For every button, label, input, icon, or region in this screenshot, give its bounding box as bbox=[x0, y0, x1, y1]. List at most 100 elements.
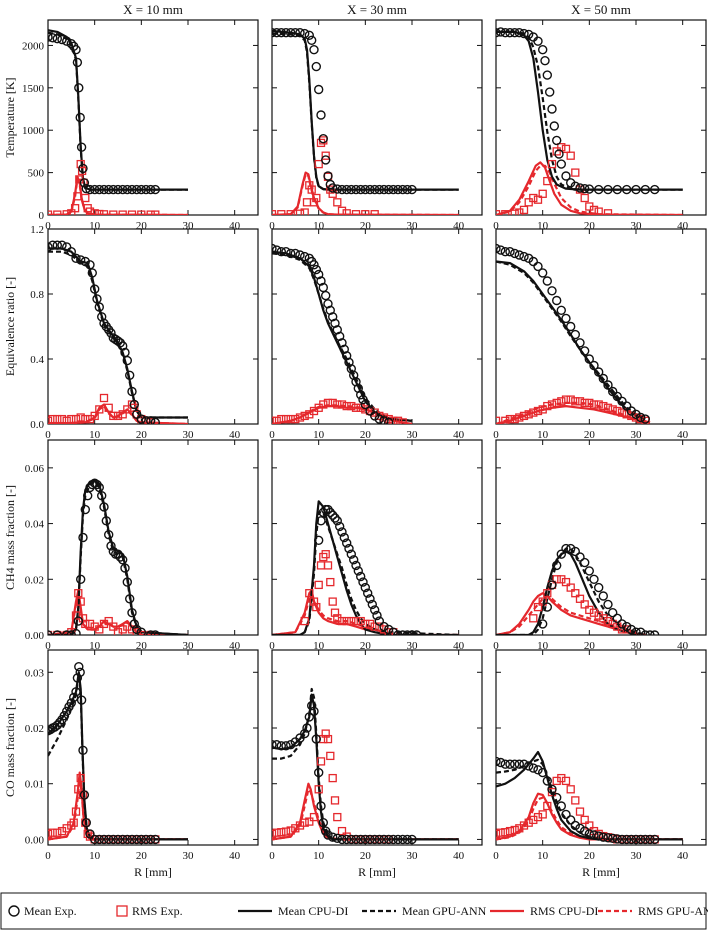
x-tick-label: 30 bbox=[631, 429, 643, 441]
x-tick-label: 0 bbox=[45, 429, 51, 441]
mean-exp-marker bbox=[543, 71, 551, 79]
rms-exp-marker bbox=[558, 576, 565, 583]
y-tick-label: 0.01 bbox=[25, 779, 44, 791]
panel-r0-c1: 0 10 20 30 40 bbox=[268, 20, 482, 232]
y-tick-label: 1.2 bbox=[30, 224, 44, 236]
x-tick-label: 10 bbox=[313, 850, 325, 862]
mean-exp-marker bbox=[322, 292, 330, 300]
panel-r2-c2: 0 10 20 30 40 bbox=[493, 440, 706, 652]
x-tick-label: 20 bbox=[136, 850, 148, 862]
plot-area bbox=[44, 479, 188, 639]
plot-area bbox=[44, 30, 188, 218]
mean-exp-marker bbox=[305, 31, 313, 39]
x-tick-label: 0 bbox=[45, 850, 51, 862]
mean-exp-marker bbox=[548, 287, 556, 295]
mean-gpu-ann-line bbox=[48, 252, 188, 418]
x-tick-label: 40 bbox=[677, 850, 689, 862]
y-tick-label: 0 bbox=[39, 210, 45, 222]
legend-square-marker bbox=[117, 906, 127, 916]
y-tick-label: 1000 bbox=[22, 125, 45, 137]
rms-exp-marker bbox=[572, 169, 579, 176]
mean-gpu-ann-line bbox=[48, 33, 188, 190]
mean-gpu-ann-line bbox=[272, 253, 412, 420]
y-tick-label: 0.00 bbox=[25, 630, 45, 642]
mean-cpu-di-line bbox=[48, 249, 188, 418]
plot-area bbox=[492, 28, 683, 218]
x-tick-label: 20 bbox=[584, 429, 596, 441]
panel-r2-c1: 0 10 20 30 40 bbox=[269, 440, 482, 652]
plot-area bbox=[496, 545, 659, 639]
mean-exp-marker bbox=[585, 567, 593, 575]
rms-exp-marker bbox=[329, 775, 336, 782]
rms-exp-marker bbox=[558, 775, 565, 782]
mean-exp-marker bbox=[308, 36, 316, 44]
plot-area bbox=[492, 245, 650, 425]
y-tick-label: 0.8 bbox=[30, 289, 44, 301]
legend-circle-marker bbox=[9, 906, 19, 916]
column-header-x10: X = 10 mm bbox=[123, 2, 183, 17]
mean-exp-marker bbox=[571, 331, 579, 339]
rms-exp-marker bbox=[332, 797, 339, 804]
mean-exp-marker bbox=[310, 46, 318, 54]
x-tick-label: 0 bbox=[269, 850, 275, 862]
mean-gpu-ann-line bbox=[272, 512, 459, 635]
mean-exp-marker bbox=[557, 802, 565, 810]
x-tick-label: 10 bbox=[537, 429, 549, 441]
rms-exp-marker bbox=[322, 551, 329, 558]
mean-exp-marker bbox=[595, 584, 603, 592]
rms-exp-marker bbox=[327, 579, 334, 586]
panel-r2-c0: 0 10 20 30 40 0.00 0.02 0.04 0.06 bbox=[25, 440, 258, 652]
mean-exp-marker bbox=[590, 575, 598, 583]
rms-gpu-ann-line bbox=[272, 174, 459, 215]
x-label-col-2: R [mm] bbox=[358, 865, 396, 879]
x-tick-label: 40 bbox=[453, 850, 465, 862]
plot-area bbox=[268, 689, 459, 843]
legend-label: Mean GPU-ANN bbox=[402, 904, 487, 918]
rms-gpu-ann-line bbox=[272, 789, 459, 839]
rms-exp-marker bbox=[553, 777, 560, 784]
panel-r3-c0: 0 10 20 30 400.000.010.020.03 bbox=[25, 650, 258, 862]
legend-item-4: RMS CPU-DI bbox=[490, 904, 598, 918]
x-tick-label: 10 bbox=[313, 429, 325, 441]
legend-label: RMS GPU-ANN bbox=[638, 904, 708, 918]
mean-cpu-di-line bbox=[272, 31, 459, 190]
mean-exp-marker bbox=[581, 559, 589, 567]
panels: 0 10 20 30 4005001000150020000 10 20 30 40 0 10 20 3… bbox=[22, 20, 706, 862]
mean-exp-marker bbox=[315, 86, 323, 94]
x-tick-label: 40 bbox=[453, 429, 465, 441]
y-label-co-mass-fraction: CO mass fraction [-] bbox=[3, 698, 17, 797]
plot-area bbox=[492, 752, 683, 843]
y-label-equivalence-ratio: Equivalence ratio [-] bbox=[3, 277, 17, 376]
panel-r3-c1: 0 10 20 30 40 bbox=[268, 650, 482, 862]
legend-item-0: Mean Exp. bbox=[9, 904, 77, 918]
mean-cpu-di-line bbox=[272, 501, 459, 635]
rms-exp-marker bbox=[318, 562, 325, 569]
plot-area bbox=[44, 241, 188, 426]
y-tick-label: 0.04 bbox=[25, 519, 45, 531]
column-header-x30: X = 30 mm bbox=[347, 2, 407, 17]
rms-cpu-di-line bbox=[496, 794, 683, 840]
x-tick-label: 30 bbox=[631, 850, 643, 862]
panel-r0-c2: 0 10 20 30 40 bbox=[492, 20, 706, 232]
rms-exp-marker bbox=[304, 199, 311, 206]
rms-exp-marker bbox=[334, 199, 341, 206]
rms-exp-marker bbox=[581, 195, 588, 202]
panel-r1-c2: 0 10 20 30 40 bbox=[492, 229, 706, 441]
legend: Mean Exp. RMS Exp. Mean CPU-DI Mean GPU-ANN… bbox=[1, 893, 708, 929]
mean-exp-marker bbox=[497, 246, 505, 254]
mean-gpu-ann-line bbox=[496, 32, 683, 190]
plot-area bbox=[268, 29, 459, 218]
mean-exp-marker bbox=[75, 663, 83, 671]
rms-exp-marker bbox=[567, 152, 574, 159]
rms-exp-marker bbox=[511, 210, 518, 217]
rms-exp-marker bbox=[521, 206, 528, 213]
rms-gpu-ann-line bbox=[496, 798, 683, 840]
rms-exp-marker bbox=[577, 808, 584, 815]
panel-r3-c2: 0 10 20 30 40 bbox=[492, 650, 706, 862]
rms-exp-marker bbox=[54, 416, 61, 423]
mean-exp-marker bbox=[562, 314, 570, 322]
mean-gpu-ann-line bbox=[496, 549, 645, 635]
rms-exp-marker bbox=[563, 777, 570, 784]
rms-exp-marker bbox=[320, 554, 327, 561]
y-tick-label: 0.00 bbox=[25, 834, 45, 846]
